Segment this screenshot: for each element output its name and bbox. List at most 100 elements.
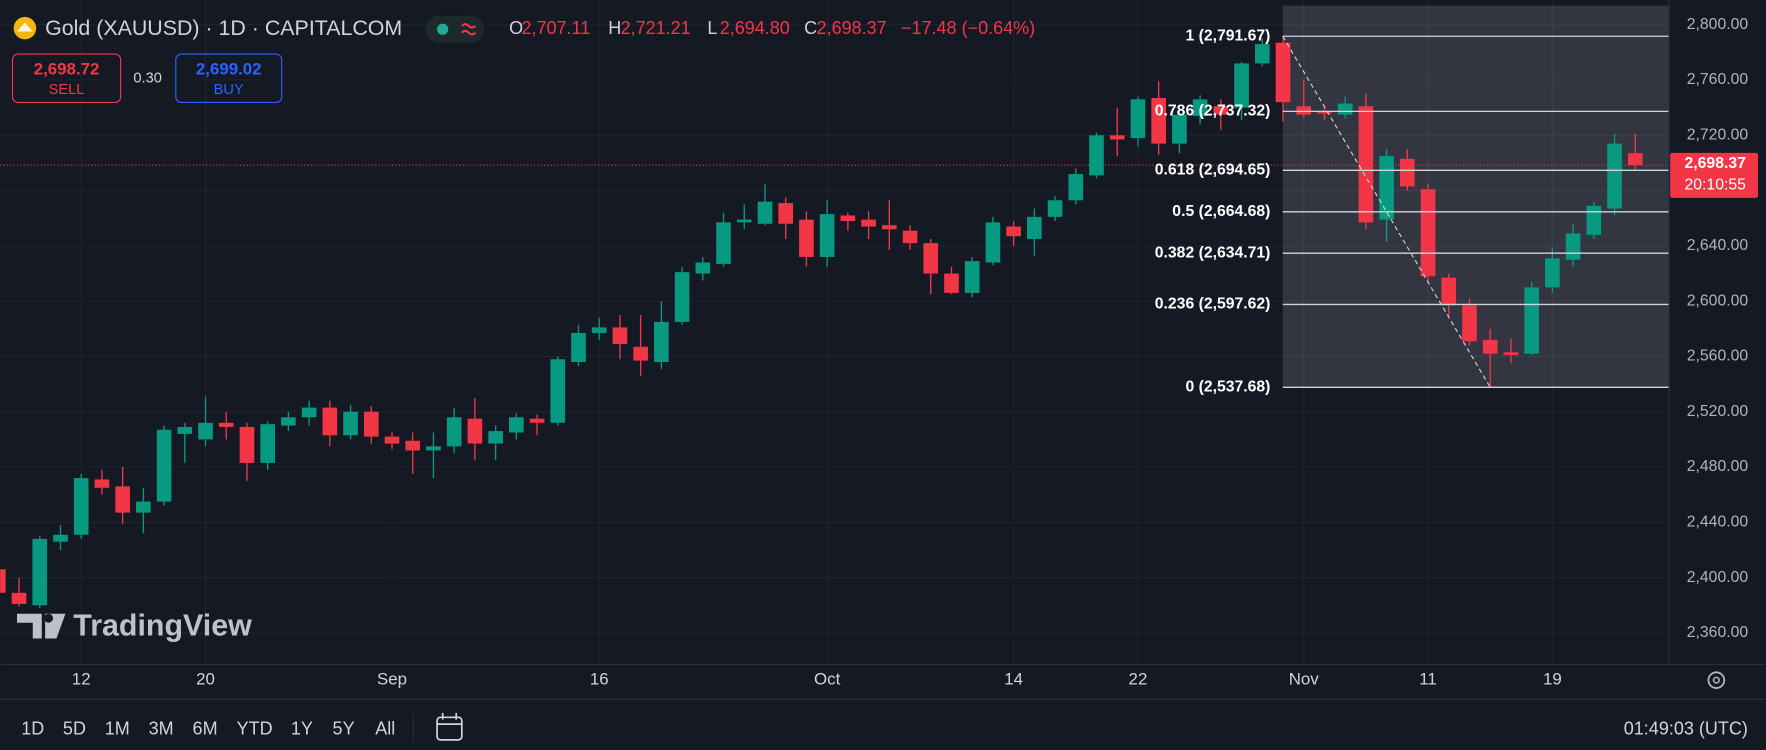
watermark: TradingView <box>73 608 252 642</box>
candle-body <box>1254 44 1270 64</box>
timeframe-button[interactable]: 1M <box>105 718 130 738</box>
candle-body <box>1337 103 1353 115</box>
buy-price: 2,699.02 <box>196 59 262 78</box>
timeframe-button[interactable]: YTD <box>237 718 273 738</box>
candle-body <box>944 273 959 293</box>
bar-countdown: 20:10:55 <box>1685 177 1747 194</box>
settings-icon[interactable] <box>1707 671 1726 689</box>
x-tick-label: Oct <box>814 670 841 689</box>
candle-body <box>1172 114 1187 144</box>
candle-body <box>819 214 835 257</box>
candle-body <box>591 327 607 333</box>
candle-body <box>0 569 6 593</box>
y-tick-label: 2,400.00 <box>1687 569 1749 586</box>
candle-body <box>1400 158 1415 187</box>
ohlc-key: C <box>804 18 817 38</box>
y-tick-label: 2,640.00 <box>1687 237 1749 254</box>
sell-button[interactable] <box>11 53 122 104</box>
status-pill[interactable] <box>425 15 485 43</box>
x-tick-label: 22 <box>1129 670 1148 689</box>
x-tick-label: 20 <box>196 670 215 689</box>
last-price-label: 2,698.37 <box>1685 155 1747 172</box>
ohlc-legend: O2,707.11 H 2,721.21 L 2,694.80 C 2,698.37 <box>509 18 887 38</box>
candle-body <box>115 486 130 513</box>
candle-body <box>1130 99 1146 139</box>
candle-body <box>1089 135 1104 176</box>
candle-body <box>654 321 669 362</box>
candle-body <box>923 243 939 274</box>
clock[interactable]: 01:49:03 (UTC) <box>1624 718 1748 738</box>
timeframe-button[interactable]: 5D <box>63 718 86 738</box>
candle-body <box>1607 143 1622 209</box>
fib-label: 0.236 (2,597.62) <box>1155 296 1271 313</box>
candle-body <box>757 201 773 224</box>
timeframe-button[interactable]: 1Y <box>291 718 313 738</box>
candle-body <box>73 478 89 535</box>
y-tick-label: 2,600.00 <box>1687 292 1749 309</box>
sell-label: SELL <box>49 82 85 98</box>
candle-body <box>571 332 586 362</box>
timeframe-button[interactable]: 3M <box>149 718 174 738</box>
candle-body <box>488 431 503 444</box>
candle-body <box>218 422 234 427</box>
candle-body <box>1006 226 1021 237</box>
axes: 2,360.00 2,400.00 2,440.00 2,480.00 2,520.00… <box>72 16 1758 689</box>
candle-body <box>509 417 524 433</box>
candle-body <box>446 417 462 447</box>
fib-label: 0.5 (2,664.68) <box>1172 203 1270 220</box>
replay-icon[interactable] <box>436 716 463 741</box>
candle-body <box>612 327 628 345</box>
candle-body <box>550 359 566 423</box>
candle-body <box>902 230 918 244</box>
candle-body <box>322 407 338 436</box>
candle-body <box>840 215 856 222</box>
timeframe-button[interactable]: All <box>375 718 395 738</box>
candle-body <box>1027 216 1042 239</box>
timeframe-button[interactable]: 5Y <box>333 718 355 738</box>
watermark-logo <box>17 613 66 639</box>
replay-icon-detail <box>437 712 462 725</box>
candle-body <box>1524 287 1539 354</box>
candle-body <box>405 440 421 451</box>
last-price-tag <box>1670 152 1758 198</box>
candle-body <box>881 225 897 230</box>
candle-body <box>674 272 690 322</box>
candle-body <box>1627 153 1643 166</box>
y-tick-label: 2,480.00 <box>1687 458 1749 475</box>
candle-body <box>177 426 193 434</box>
symbol-title[interactable]: Gold (XAUUSD) · 1D · CAPITALCOM <box>45 16 402 40</box>
timeframe-button[interactable]: 6M <box>193 718 218 738</box>
settings-icon-core <box>1712 676 1720 684</box>
sell-price: 2,698.72 <box>34 59 100 78</box>
buy-button[interactable] <box>175 53 283 104</box>
x-tick-label: 19 <box>1543 670 1562 689</box>
candle-body <box>363 411 379 437</box>
y-tick-label: 2,360.00 <box>1687 624 1749 641</box>
y-tick-label: 2,760.00 <box>1687 71 1749 88</box>
candle-body <box>1379 156 1394 220</box>
candle-body <box>861 219 876 227</box>
candle-body <box>53 534 68 542</box>
candle-body <box>1565 233 1581 260</box>
market-open-dot <box>437 23 449 35</box>
candle-body <box>467 418 483 444</box>
x-tick-label: 11 <box>1419 670 1437 689</box>
candle-body <box>985 222 1001 263</box>
timeframe-button[interactable]: 1D <box>21 718 44 738</box>
watermark-logo-dot <box>44 613 54 623</box>
candle-body <box>716 222 731 264</box>
candle-body <box>736 219 752 223</box>
candle-body <box>1358 106 1374 223</box>
price-change: −17.48 (−0.64%) <box>901 18 1035 38</box>
x-tick-label: 12 <box>72 670 91 689</box>
candle-body <box>1586 205 1602 235</box>
candle-body <box>1317 111 1332 114</box>
candle-body <box>778 203 794 224</box>
x-tick-label: Nov <box>1289 670 1320 689</box>
ohlc-value: 2,698.37 <box>817 18 887 38</box>
ohlc-key: L <box>707 18 717 38</box>
fib-trend-line <box>1282 35 1491 388</box>
candle-body <box>136 501 151 513</box>
